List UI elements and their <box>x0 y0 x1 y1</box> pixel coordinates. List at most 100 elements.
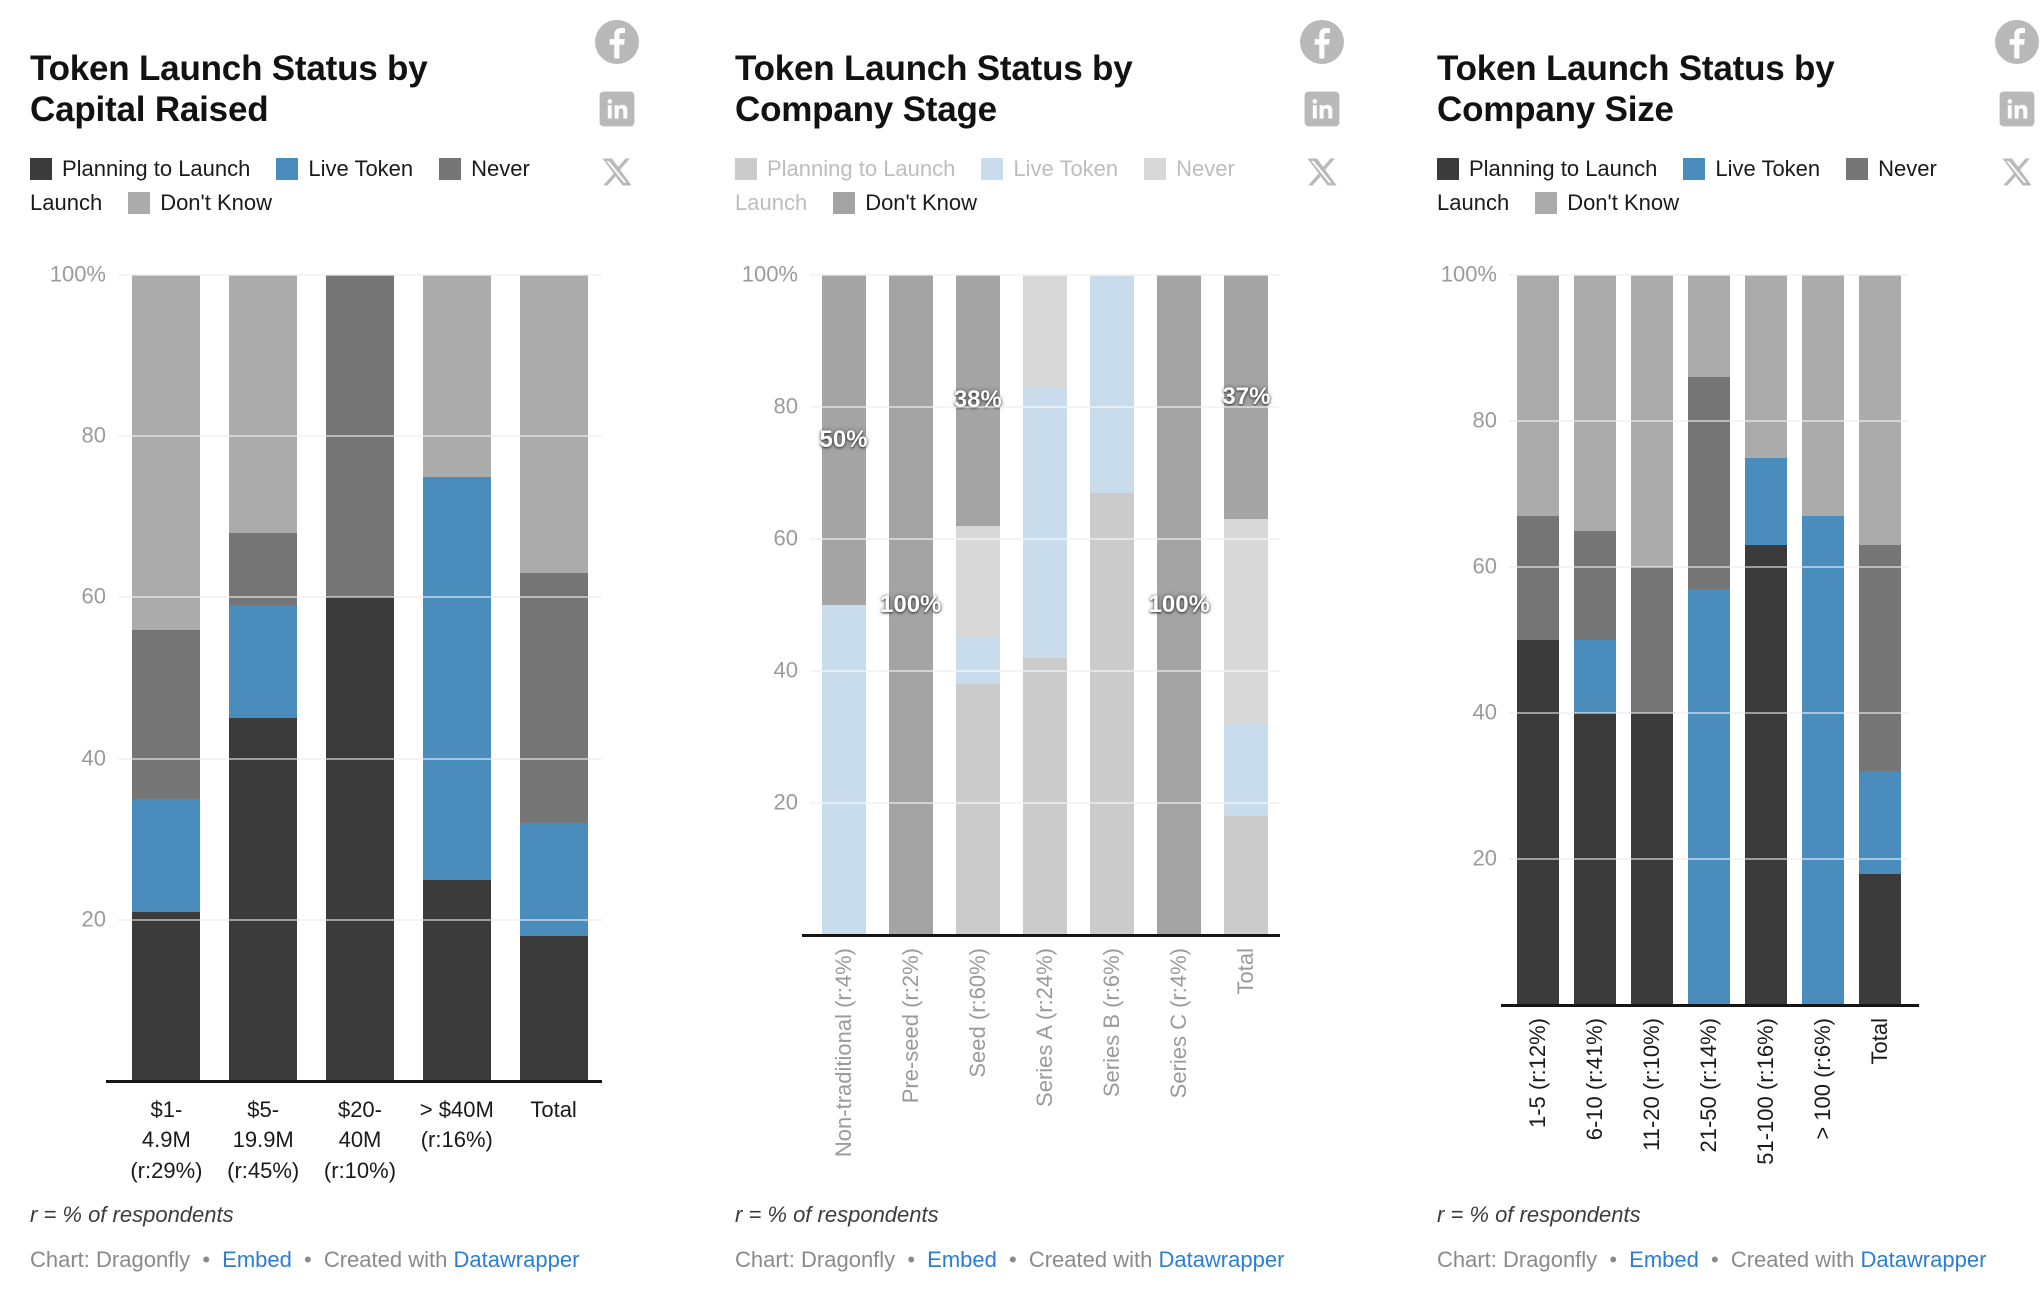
segment-live-token[interactable] <box>519 823 588 936</box>
segment-live-token[interactable] <box>955 637 1000 685</box>
bar-column[interactable] <box>519 275 588 1081</box>
bar-column[interactable] <box>1022 275 1067 935</box>
bar-column[interactable]: 50% <box>820 275 868 935</box>
segment-dont-know[interactable]: 50% <box>820 275 868 605</box>
embed-link[interactable]: Embed <box>927 1247 997 1272</box>
linkedin-icon[interactable] <box>598 90 636 128</box>
segment-planning[interactable] <box>132 911 201 1081</box>
segment-live-token[interactable] <box>1022 387 1067 658</box>
segment-planning[interactable] <box>325 597 394 1081</box>
facebook-icon[interactable] <box>1995 20 2039 64</box>
segment-planning[interactable] <box>519 935 588 1081</box>
legend-item-never-launch[interactable]: Never Launch <box>30 156 530 215</box>
bar-column[interactable] <box>132 275 201 1081</box>
legend-item-dont-know[interactable]: Don't Know <box>1535 190 1679 215</box>
segment-planning[interactable] <box>1859 873 1902 1005</box>
segment-never-launch[interactable] <box>132 629 201 799</box>
segment-dont-know[interactable]: 100% <box>1149 275 1210 935</box>
linkedin-icon[interactable] <box>1998 90 2036 128</box>
segment-never-launch[interactable] <box>1224 519 1269 724</box>
bar-column[interactable] <box>1802 275 1845 1005</box>
segment-live-token[interactable] <box>422 476 491 880</box>
bar-column[interactable] <box>1687 275 1730 1005</box>
segment-live-token[interactable] <box>1090 275 1135 493</box>
legend-item-planning[interactable]: Planning to Launch <box>735 156 955 181</box>
segment-live-token[interactable] <box>229 605 298 719</box>
bar-column[interactable] <box>422 275 491 1081</box>
bar-column[interactable] <box>1859 275 1902 1005</box>
segment-dont-know[interactable] <box>1802 275 1845 516</box>
segment-planning[interactable] <box>229 718 298 1081</box>
legend-item-dont-know[interactable]: Don't Know <box>833 190 977 215</box>
bar-column[interactable] <box>1516 275 1559 1005</box>
segment-live-token[interactable] <box>821 605 866 935</box>
bar-column[interactable] <box>1630 275 1673 1005</box>
segment-planning[interactable] <box>955 684 1000 935</box>
legend-item-planning[interactable]: Planning to Launch <box>1437 156 1657 181</box>
bar-column[interactable]: 100% <box>880 275 941 935</box>
bar-column[interactable] <box>1745 275 1788 1005</box>
legend-item-dont-know[interactable]: Don't Know <box>128 190 272 215</box>
bar-column[interactable]: 100% <box>1149 275 1210 935</box>
segment-dont-know[interactable] <box>1573 275 1616 531</box>
segment-dont-know[interactable] <box>132 275 201 630</box>
segment-live-token[interactable] <box>132 798 201 912</box>
segment-live-token[interactable] <box>1573 640 1616 713</box>
segment-live-token[interactable] <box>1802 515 1845 1005</box>
segment-dont-know[interactable] <box>1745 275 1788 458</box>
x-axis-labels: Non-traditional (r:4%) Pre-seed (r:2%) See… <box>810 948 1280 1183</box>
bar-column[interactable] <box>229 275 298 1081</box>
segment-live-token[interactable] <box>1224 723 1269 817</box>
segment-dont-know[interactable] <box>1687 275 1730 378</box>
x-twitter-icon[interactable] <box>599 154 635 190</box>
segment-live-token[interactable] <box>1859 771 1902 874</box>
legend-item-live-token[interactable]: Live Token <box>1683 156 1820 181</box>
segment-dont-know[interactable]: 38% <box>954 275 1002 526</box>
segment-never-launch[interactable] <box>1573 530 1616 640</box>
segment-planning[interactable] <box>1745 545 1788 1005</box>
segment-planning[interactable] <box>1224 816 1269 935</box>
segment-dont-know[interactable] <box>422 275 491 477</box>
y-axis-tick-label: 60 <box>1472 553 1497 579</box>
legend-item-never-launch[interactable]: Never Launch <box>735 156 1235 215</box>
bar-column[interactable] <box>1573 275 1616 1005</box>
legend-item-never-launch[interactable]: Never Launch <box>1437 156 1937 215</box>
segment-planning[interactable] <box>1022 657 1067 935</box>
legend-item-live-token[interactable]: Live Token <box>981 156 1118 181</box>
linkedin-icon[interactable] <box>1303 90 1341 128</box>
datawrapper-link[interactable]: Datawrapper <box>1860 1247 1987 1272</box>
segment-never-launch[interactable] <box>519 573 588 824</box>
segment-never-launch[interactable] <box>955 525 1000 638</box>
bar-column[interactable] <box>325 275 394 1081</box>
x-twitter-icon[interactable] <box>1999 154 2035 190</box>
segment-dont-know[interactable] <box>1516 275 1559 516</box>
bar-column[interactable]: 38% <box>954 275 1002 935</box>
legend-item-planning[interactable]: Planning to Launch <box>30 156 250 181</box>
bar-column[interactable]: 37% <box>1222 275 1270 935</box>
facebook-icon[interactable] <box>595 20 639 64</box>
embed-link[interactable]: Embed <box>222 1247 292 1272</box>
segment-planning[interactable] <box>1090 492 1135 935</box>
legend-item-live-token[interactable]: Live Token <box>276 156 413 181</box>
segment-planning[interactable] <box>1516 639 1559 1005</box>
segment-live-token[interactable] <box>1687 588 1730 1005</box>
segment-dont-know[interactable]: 37% <box>1222 275 1270 520</box>
segment-never-launch[interactable] <box>1516 515 1559 640</box>
segment-planning[interactable] <box>422 879 491 1081</box>
datawrapper-link[interactable]: Datawrapper <box>1158 1247 1285 1272</box>
segment-never-launch[interactable] <box>229 532 298 606</box>
facebook-icon[interactable] <box>1300 20 1344 64</box>
datawrapper-link[interactable]: Datawrapper <box>453 1247 580 1272</box>
segment-dont-know[interactable] <box>519 275 588 574</box>
segment-live-token[interactable] <box>1745 457 1788 546</box>
segment-dont-know[interactable] <box>229 275 298 533</box>
segment-never-launch[interactable] <box>1859 545 1902 772</box>
segment-dont-know[interactable]: 100% <box>880 275 941 935</box>
segment-dont-know[interactable] <box>1859 275 1902 546</box>
segment-never-launch[interactable] <box>1022 275 1067 388</box>
x-twitter-icon[interactable] <box>1304 154 1340 190</box>
segment-never-launch[interactable] <box>1630 567 1673 713</box>
segment-never-launch[interactable] <box>1687 377 1730 589</box>
embed-link[interactable]: Embed <box>1629 1247 1699 1272</box>
bar-column[interactable] <box>1090 275 1135 935</box>
